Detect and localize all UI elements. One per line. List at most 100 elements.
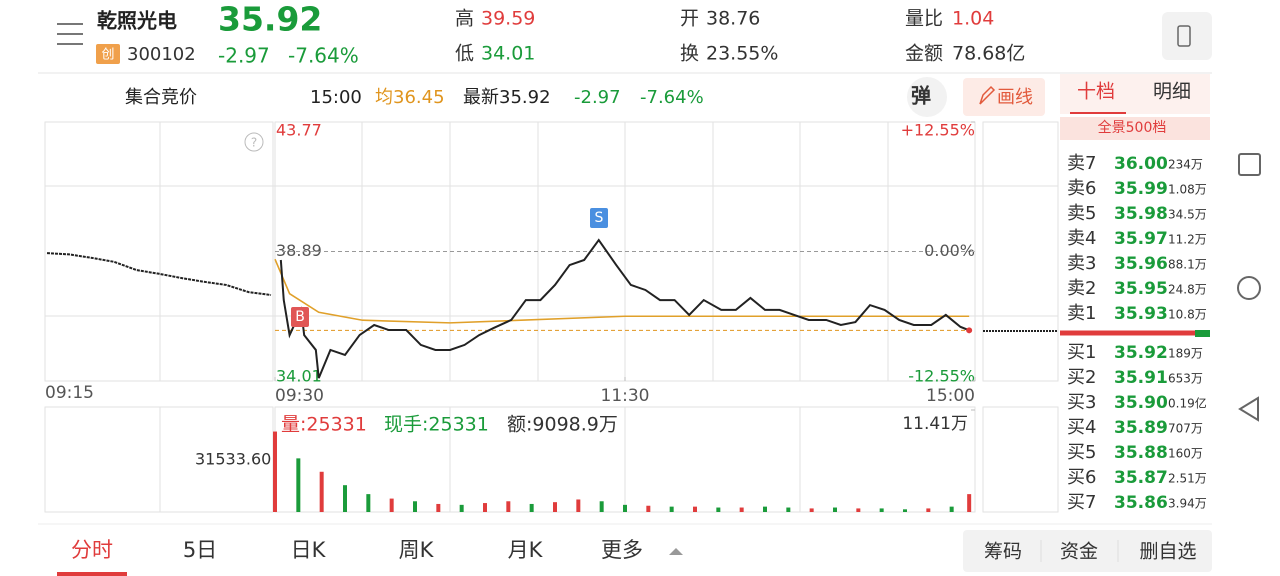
volume-bar — [926, 508, 931, 512]
stock-code: 300102 — [127, 44, 196, 65]
x-tick-label: 15:00 — [926, 386, 975, 406]
popup-button-text: 弹 — [911, 84, 931, 108]
book-price: 35.88 — [1114, 443, 1168, 463]
avg-label: 均36.45 — [375, 87, 445, 108]
y2-tick-label: 0.00% — [924, 241, 975, 260]
book-level: 卖3 — [1067, 253, 1096, 274]
book-level: 买2 — [1067, 367, 1096, 388]
book-level: 买6 — [1067, 467, 1096, 488]
last-price: 35.92 — [218, 0, 322, 39]
more-arrow[interactable] — [669, 548, 683, 555]
sell-marker: S — [595, 210, 604, 226]
book-level: 卖1 — [1067, 303, 1096, 324]
bottom-tab[interactable]: 分时 — [71, 538, 113, 562]
volume-bar — [879, 508, 884, 512]
book-volume: 0.19亿 — [1168, 396, 1207, 411]
y-tick-label: 34.01 — [276, 367, 322, 386]
volume-bar — [506, 501, 511, 512]
volume-bar — [669, 506, 674, 512]
tab[interactable]: 明细 — [1153, 81, 1191, 103]
stat-label: 开 — [680, 8, 699, 30]
book-price: 35.89 — [1114, 418, 1168, 438]
book-volume: 88.1万 — [1168, 258, 1207, 272]
x-tick-label: 11:30 — [601, 386, 650, 406]
draw-button-text: 画线 — [997, 87, 1033, 108]
book-price: 35.87 — [1114, 468, 1168, 488]
y2-tick-label: -12.55% — [908, 367, 975, 386]
volume-bar — [529, 503, 534, 512]
badge-text: 创 — [101, 48, 114, 63]
stat-label: 金额 — [905, 43, 943, 65]
tab-bar — [1060, 74, 1210, 114]
volume-bar — [599, 501, 604, 512]
book-price: 35.96 — [1114, 254, 1168, 274]
help-mark: ? — [251, 136, 257, 150]
volume-bar — [483, 503, 487, 512]
book-price: 35.95 — [1114, 279, 1168, 299]
book-volume: 34.5万 — [1168, 208, 1207, 222]
phone-icon — [1177, 25, 1191, 47]
bottom-tab[interactable]: 周K — [399, 538, 435, 562]
nav-back[interactable] — [1238, 396, 1259, 422]
stat-value: 23.55% — [706, 43, 778, 65]
auction-time-label: 09:15 — [45, 383, 94, 403]
y2-tick-label: +12.55% — [901, 121, 975, 140]
tab[interactable]: 十档 — [1077, 81, 1115, 103]
volume-ma-label: 31533.60 — [195, 450, 271, 469]
bottom-tab[interactable]: 日K — [291, 538, 327, 562]
volume-bar — [856, 508, 861, 512]
volume-bar — [319, 471, 324, 512]
book-divider-green — [1195, 330, 1210, 337]
bottom-button[interactable]: 删自选 — [1139, 541, 1196, 563]
volume-bar — [949, 506, 954, 512]
volume-bar — [343, 485, 347, 512]
popup-button[interactable] — [907, 77, 947, 117]
bottom-button[interactable]: 资金 — [1060, 541, 1098, 563]
buy-marker: B — [295, 309, 305, 325]
bottom-tab[interactable]: 5日 — [183, 538, 217, 562]
badge — [96, 44, 120, 64]
sell-marker-bg — [590, 208, 608, 228]
bottom-tab[interactable]: 月K — [508, 538, 544, 562]
volume-bar — [436, 503, 441, 512]
book-volume: 24.8万 — [1168, 283, 1207, 297]
stat-value: 78.68亿 — [952, 43, 1025, 65]
phone-button[interactable] — [1162, 12, 1212, 60]
book-volume: 653万 — [1168, 372, 1203, 386]
stat-value: 1.04 — [952, 8, 994, 30]
volume-tick-label: 11.41万 — [902, 414, 968, 434]
volume-bar — [716, 507, 721, 512]
book-price: 35.86 — [1114, 493, 1168, 513]
volume-bar — [366, 494, 371, 512]
nav-home[interactable] — [1237, 276, 1261, 300]
book-price: 36.00 — [1114, 154, 1168, 174]
stat-label: 量比 — [905, 8, 943, 30]
bottom-button[interactable]: 筹码 — [984, 541, 1022, 563]
book-level: 卖5 — [1067, 203, 1096, 224]
volume-bar — [576, 499, 581, 512]
book-price: 35.91 — [1114, 368, 1168, 388]
depth-button-text: 全景500档 — [1098, 119, 1167, 136]
book-level: 买7 — [1067, 492, 1096, 513]
nav-recent[interactable] — [1238, 153, 1261, 176]
depth-button-bg[interactable] — [1060, 117, 1210, 140]
draw-button[interactable] — [963, 78, 1045, 116]
stock-name: 乾照光电 — [97, 9, 177, 33]
volume-bar — [646, 505, 651, 512]
menu-icon[interactable] — [57, 23, 83, 45]
change-pct-label: -7.64% — [640, 87, 704, 108]
book-level: 买1 — [1067, 342, 1096, 363]
book-level: 卖7 — [1067, 153, 1096, 174]
book-volume: 707万 — [1168, 422, 1203, 436]
help-icon[interactable] — [244, 132, 264, 152]
bottom-tab[interactable]: 更多 — [601, 538, 643, 562]
book-volume: 2.51万 — [1168, 472, 1207, 486]
volume-bar — [739, 507, 744, 512]
buy-marker-bg — [291, 307, 309, 327]
book-level: 卖6 — [1067, 178, 1096, 199]
book-price: 35.92 — [1114, 343, 1168, 363]
stat-label: 低 — [455, 43, 474, 65]
amount-label: 额:9098.9万 — [507, 414, 618, 436]
book-price: 35.90 — [1114, 393, 1168, 413]
